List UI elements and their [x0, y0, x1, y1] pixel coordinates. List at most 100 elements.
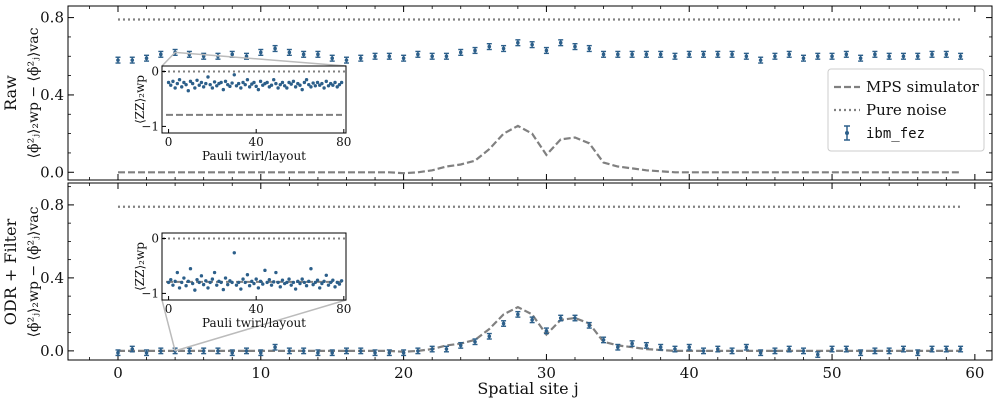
- odr_filter-ibm-fez-marker-26: [487, 334, 492, 339]
- odr_filter-inset-point-71: [322, 279, 326, 284]
- odr_filter-ibm-fez-point-19: [386, 349, 392, 357]
- odr_filter-ibm-fez-marker-24: [458, 343, 463, 348]
- odr_filter-ibm-fez-point-9: [244, 347, 250, 355]
- raw-inset-point-62: [302, 80, 307, 85]
- raw-ibm-fez-marker-25: [473, 48, 477, 53]
- raw-ylabel-formula: ⟨ϕ̂²ⱼ⟩₂wp − ⟨ϕ̂²ⱼ⟩vac: [26, 27, 42, 158]
- odr_filter-inset-point-45: [265, 280, 269, 285]
- odr_filter-inset-point-24: [219, 280, 223, 285]
- odr_filter-inset-point-70: [320, 281, 324, 286]
- raw-ibm-fez-point-47: [786, 50, 792, 58]
- odr_filter-ibm-fez-marker-52: [858, 350, 863, 355]
- odr_filter-inset-point-75: [331, 278, 335, 282]
- odr_filter-inset-point-22: [215, 283, 219, 287]
- x-tick-label-50: 50: [823, 364, 842, 382]
- raw-ibm-fez-marker-15: [330, 56, 335, 60]
- odr_filter-inset-point-56: [289, 283, 293, 287]
- raw-inset-point-4: [175, 81, 180, 86]
- raw-inset-ytick-label-1: −1: [141, 119, 159, 133]
- odr_filter-inset-point-0: [166, 280, 171, 285]
- odr_filter-ibm-fez-marker-2: [144, 350, 149, 355]
- odr_filter-inset-xtick-label-0: 0: [165, 302, 173, 316]
- raw-ibm-fez-point-41: [701, 50, 707, 58]
- raw-ibm-fez-marker-27: [501, 46, 506, 51]
- raw-ibm-fez-point-24: [458, 48, 464, 56]
- raw-inset-point-28: [228, 84, 232, 89]
- raw-ylabel-title: Raw: [1, 75, 20, 111]
- raw-ytick-label-2: 0.8: [40, 9, 64, 27]
- raw-inset-point-37: [247, 85, 252, 89]
- raw-inset-point-34: [241, 80, 245, 85]
- odr_filter-inset-point-29: [230, 280, 234, 285]
- raw-inset-point-5: [177, 78, 182, 82]
- raw-ibm-fez-point-21: [415, 50, 421, 58]
- raw-inset-point-8: [184, 82, 188, 87]
- raw-inset-point-9: [186, 89, 190, 93]
- odr_filter-inset-point-79: [339, 279, 344, 283]
- odr_filter-inset-point-34: [241, 277, 245, 281]
- odr_filter-ibm-fez-point-52: [858, 349, 864, 357]
- odr_filter-ibm-fez-marker-50: [830, 347, 834, 351]
- odr_filter-ibm-fez-point-11: [272, 343, 278, 351]
- odr_filter-ibm-fez-point-31: [558, 314, 564, 322]
- raw-ibm-fez-marker-38: [658, 52, 663, 57]
- raw-inset-point-71: [322, 86, 326, 90]
- raw-ibm-fez-point-30: [543, 46, 549, 55]
- odr_filter-ibm-fez-point-10: [258, 349, 264, 357]
- raw-inset-point-35: [243, 82, 247, 87]
- odr_filter-inset-point-68: [315, 278, 320, 282]
- odr_filter-ibm-fez-point-26: [486, 332, 492, 340]
- raw-ibm-fez-point-28: [515, 39, 521, 47]
- raw-ibm-fez-point-15: [329, 54, 335, 62]
- raw-ibm-fez-marker-49: [815, 54, 820, 59]
- odr_filter-ibm-fez-point-0: [115, 349, 121, 357]
- odr_filter-inset-point-13: [195, 277, 199, 282]
- raw-ibm-fez-marker-17: [358, 56, 363, 60]
- raw-inset-point-41: [256, 87, 261, 92]
- odr_filter-inset-connector-right: [174, 299, 347, 352]
- odr_filter-ibm-fez-point-23: [443, 345, 449, 353]
- raw-panel: 0.0 0.4 0.8 0 40 80 0 −1 Pauli twirl/layout ⟨ZZ⟩₂…: [40, 6, 992, 181]
- x-axis-label: Spatial site j: [477, 379, 578, 398]
- odr_filter-ibm-fez-marker-3: [159, 349, 163, 353]
- odr_filter-ibm-fez-marker-13: [301, 349, 306, 353]
- raw-inset-xlabel: Pauli twirl/layout: [202, 149, 306, 163]
- odr_filter-ibm-fez-point-3: [158, 347, 164, 355]
- raw-ibm-fez-point-22: [429, 52, 435, 60]
- raw-ibm-fez-point-53: [872, 50, 878, 58]
- odr_filter-inset-point-37: [247, 284, 252, 288]
- odr_filter-ytick-label-1: 0.4: [40, 269, 64, 287]
- odr_filter-inset-point-65: [309, 266, 313, 271]
- raw-ibm-fez-point-51: [843, 50, 849, 58]
- odr_filter-ibm-fez-marker-42: [715, 347, 720, 351]
- raw-ibm-fez-point-31: [558, 39, 564, 47]
- raw-ibm-fez-marker-44: [744, 54, 749, 59]
- raw-inset-point-70: [320, 81, 324, 86]
- raw-ibm-fez-marker-12: [287, 50, 292, 55]
- raw-inset-point-17: [204, 81, 208, 86]
- odr_filter-inset-point-76: [333, 285, 337, 289]
- raw-ibm-fez-marker-13: [301, 52, 306, 57]
- odr-filter-panel: 0.0 0.4 0.8 0 40 80 0 −1 Pauli twirl/layout ⟨ZZ⟩₂…: [40, 183, 992, 360]
- odr_filter-inset-point-63: [304, 284, 309, 288]
- raw-inset-point-72: [324, 79, 328, 84]
- odr_filter-ibm-fez-point-13: [301, 347, 307, 355]
- raw-inset-frame: [161, 65, 347, 134]
- raw-ibm-fez-point-56: [915, 52, 921, 60]
- odr_filter-ibm-fez-point-33: [586, 321, 592, 329]
- odr_filter-inset-point-46: [267, 277, 272, 282]
- raw-inset-point-65: [309, 85, 313, 89]
- odr_filter-ibm-fez-point-7: [215, 347, 221, 355]
- odr_filter-ibm-fez-marker-55: [901, 347, 906, 351]
- odr_filter-ibm-fez-point-22: [429, 345, 435, 353]
- raw-ibm-fez-point-35: [615, 50, 621, 58]
- odr_filter-ibm-fez-marker-30: [544, 329, 549, 333]
- raw-ibm-fez-marker-48: [801, 56, 806, 60]
- raw-ibm-fez-point-17: [358, 54, 364, 62]
- raw-ibm-fez-marker-52: [858, 56, 863, 60]
- odr_filter-inset-ytick-label-1: −1: [141, 286, 159, 300]
- odr-panel-frame: [67, 182, 993, 361]
- odr_filter-ibm-fez-point-12: [286, 347, 292, 355]
- raw-ibm-fez-marker-10: [258, 50, 263, 55]
- raw-ibm-fez-point-1: [129, 56, 135, 64]
